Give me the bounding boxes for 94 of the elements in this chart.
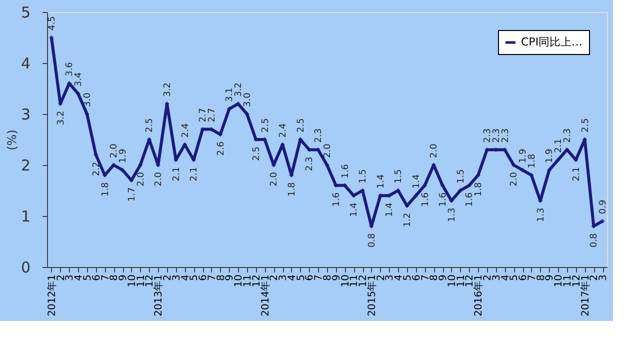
data-label: 1.6 (438, 192, 449, 207)
x-tick-label: 2015年1 (366, 274, 378, 316)
data-label: 1.9 (545, 148, 556, 164)
data-label: 1.9 (118, 148, 129, 164)
x-tick-label: 10 (340, 274, 352, 288)
data-label: 1.6 (340, 164, 351, 178)
data-label: 2.0 (430, 143, 440, 158)
x-tick-label: 8 (322, 274, 334, 281)
data-label: 1.3 (536, 208, 546, 222)
x-tick-label: 12 (571, 274, 582, 288)
data-label: 2.3 (492, 128, 502, 143)
data-label: 2.7 (198, 108, 209, 122)
data-label: 3.0 (83, 92, 93, 107)
data-label: 1.8 (474, 182, 484, 197)
data-label: 1.4 (350, 202, 360, 217)
y-tick-label: 1 (20, 208, 30, 226)
y-axis-title: (%) (4, 130, 19, 150)
x-tick-label: 3 (598, 274, 610, 281)
data-label: 1.8 (287, 182, 298, 197)
x-tick-label: 10 (446, 274, 458, 288)
data-label: 2.0 (136, 172, 146, 186)
x-tick-label: 6 (411, 274, 422, 281)
data-label: 2.4 (180, 123, 191, 138)
data-label: 2.5 (260, 118, 271, 132)
y-tick-label: 3 (20, 106, 30, 124)
x-tick-label: 5 (402, 274, 414, 281)
data-label: 3.2 (56, 110, 66, 126)
y-tick-label: 0 (20, 258, 30, 276)
data-label: 1.3 (447, 208, 458, 222)
data-label: 0.8 (367, 232, 378, 248)
x-tick-label: 12 (251, 274, 262, 288)
data-label: 2.7 (207, 108, 218, 122)
data-label: 1.5 (358, 169, 369, 184)
x-tick-label: 10 (126, 274, 138, 288)
data-label: 1.6 (332, 192, 342, 207)
x-tick-label: 2 (162, 274, 174, 281)
data-label: 1.6 (465, 192, 476, 207)
data-label: 4.5 (47, 16, 58, 30)
data-label: 2.3 (305, 156, 316, 172)
x-tick-label: 2012年1 (46, 274, 58, 316)
x-tick-label: 4 (286, 274, 298, 281)
data-label: 3.2 (163, 82, 173, 97)
data-label: 1.6 (420, 192, 431, 207)
data-label: 2.1 (172, 166, 182, 182)
data-label: 2.3 (483, 128, 493, 143)
x-tick-label: 2 (482, 274, 494, 281)
legend-label: CPI同比上… (521, 36, 583, 48)
data-label: 3.4 (74, 72, 84, 87)
data-label: 2.0 (110, 143, 120, 158)
data-label: 2.4 (278, 123, 289, 138)
data-label: 2.6 (216, 141, 226, 156)
x-tick-label: 3 (491, 274, 502, 281)
data-label: 2.0 (510, 172, 520, 186)
data-label: 2.3 (314, 128, 324, 143)
data-label: 2.0 (323, 143, 333, 158)
data-label: 2.3 (500, 128, 511, 143)
data-label: 1.4 (385, 202, 396, 217)
data-label: 2.3 (563, 128, 573, 143)
y-tick-label: 2 (20, 156, 30, 174)
x-tick-label: 9 (331, 274, 342, 281)
data-label: 0.9 (598, 200, 609, 214)
y-tick-label: 5 (20, 4, 30, 22)
data-label: 1.5 (394, 169, 404, 184)
data-label: 2.5 (296, 118, 306, 132)
data-label: 1.8 (100, 182, 111, 197)
x-tick-label: 7 (526, 274, 538, 281)
data-label: 1.5 (456, 169, 466, 184)
data-label: 1.9 (518, 148, 529, 164)
x-tick-label: 5 (82, 274, 94, 281)
x-tick-label: 11 (562, 274, 574, 288)
data-label: 1.7 (127, 187, 138, 202)
data-label: 2.0 (270, 172, 280, 186)
data-label: 2.0 (154, 172, 164, 186)
data-label: 2.5 (580, 118, 591, 132)
x-tick-label: 11 (242, 274, 254, 288)
data-label: 2.2 (92, 162, 102, 176)
data-label: 3.2 (234, 82, 244, 97)
x-tick-label: 3 (171, 274, 182, 281)
data-label: 1.4 (376, 174, 386, 189)
x-tick-label: 7 (206, 274, 218, 281)
data-label: 3.1 (225, 88, 236, 102)
data-label: 2.1 (554, 138, 564, 153)
data-label: 1.8 (527, 154, 538, 168)
data-label: 0.8 (590, 232, 600, 248)
data-label: 2.1 (572, 166, 582, 182)
data-label: 2.1 (190, 166, 200, 182)
data-label: 1.4 (412, 174, 422, 189)
data-label: 2.5 (145, 118, 156, 132)
x-tick-label: 6 (91, 274, 102, 281)
y-tick-label: 4 (20, 54, 30, 72)
data-label: 1.2 (403, 212, 413, 228)
data-label: 3.6 (65, 62, 76, 76)
data-label: 3.0 (243, 92, 253, 107)
data-label: 2.5 (252, 146, 262, 161)
